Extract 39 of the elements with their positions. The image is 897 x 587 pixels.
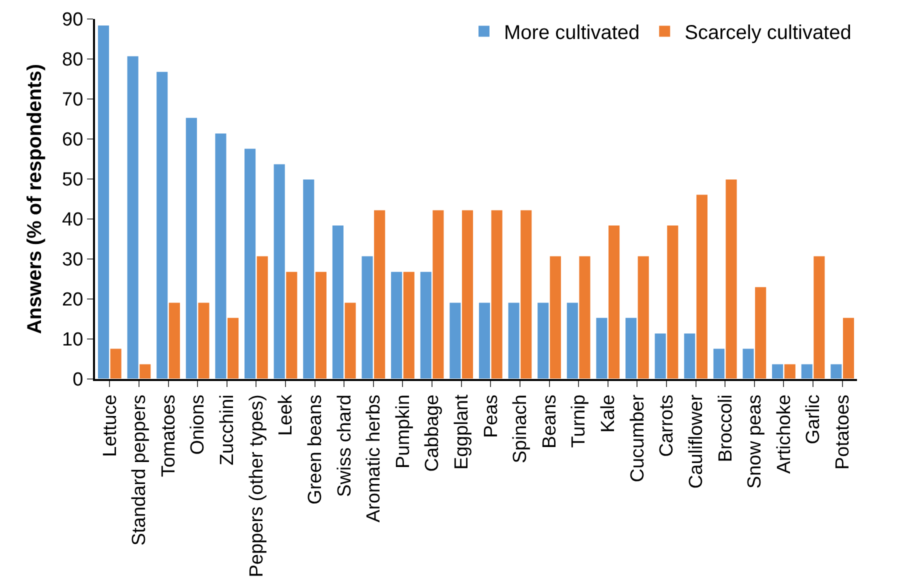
x-tick-label: Spinach [510,394,532,464]
x-tick-label: Onions [188,394,209,455]
x-tick-label: Tomatoes [158,394,180,477]
x-tick-label: Potatoes [832,394,854,470]
x-tick-label: Aromatic herbs [364,394,385,522]
y-tick-label: 80 [62,50,84,71]
y-tick-label: 10 [62,330,84,351]
x-tick-label: Peas [480,394,502,438]
legend-label: More cultivated [504,22,640,44]
x-tick-label: Leek [276,394,297,436]
x-tick-label: Standard peppers [129,394,150,546]
y-tick-label: 20 [62,290,84,311]
x-tick-label: Green beans [304,394,326,504]
y-tick-label: 90 [62,10,84,31]
y-tick-label: 60 [62,130,84,151]
x-tick-label: Broccoli [715,394,736,462]
x-tick-label: Garlic [803,394,824,444]
y-tick-label: 50 [62,170,84,191]
x-tick-label: Beans [539,394,560,448]
y-tick-label: 70 [62,90,84,111]
x-tick-label: Swiss chard [334,394,356,498]
x-tick-label: Peppers (other types) [246,394,268,578]
x-tick-label: Carrots [656,394,678,457]
x-tick-label: Kale [598,394,620,433]
y-axis-title: Answers (% of respondents) [24,64,46,334]
x-tick-label: Turnip [568,394,590,448]
x-tick-label: Cucumber [627,394,648,482]
x-tick-label: Artichoke [774,394,795,474]
y-tick-label: 40 [62,210,84,231]
legend-label: Scarcely cultivated [684,22,852,44]
x-tick-label: Snow peas [744,394,766,489]
x-tick-label: Cauliflower [686,394,707,489]
x-tick-label: Pumpkin [392,394,414,469]
y-tick-label: 0 [72,370,84,391]
x-tick-label: Cabbage [422,394,444,472]
x-tick-label: Zucchini [217,394,238,466]
y-tick-label: 30 [62,250,84,271]
x-tick-label: Lettuce [100,394,121,457]
x-tick-label: Eggplant [452,394,473,470]
